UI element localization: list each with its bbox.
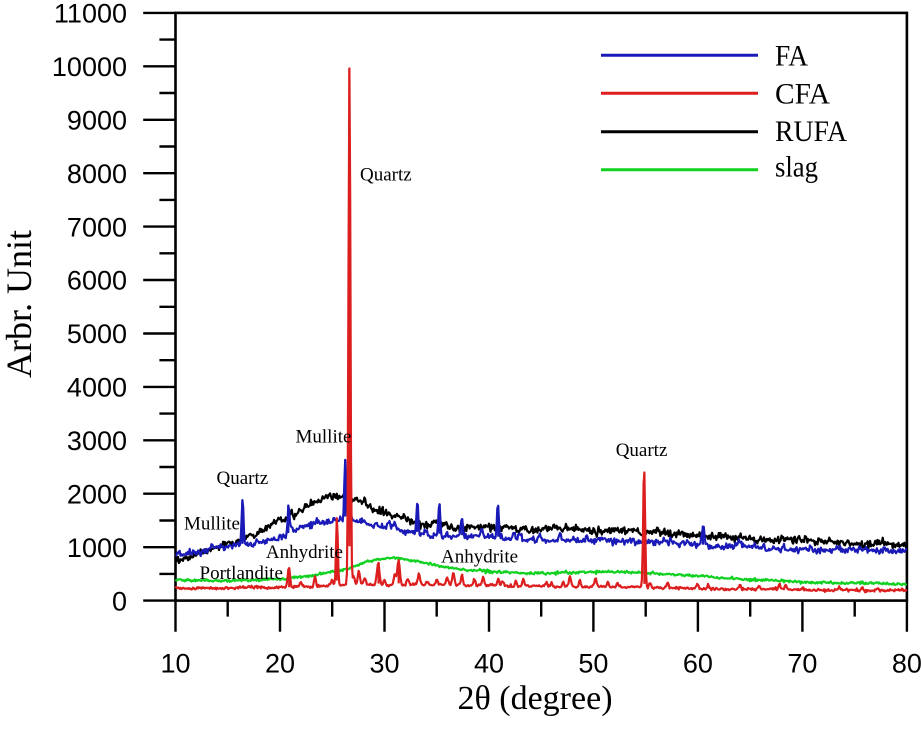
svg-text:40: 40 <box>474 649 504 679</box>
svg-text:Mullite: Mullite <box>184 514 240 535</box>
svg-text:50: 50 <box>578 649 608 679</box>
svg-text:2θ (degree): 2θ (degree) <box>457 680 612 717</box>
svg-text:Quartz: Quartz <box>217 468 269 489</box>
svg-text:Arbr. Unit: Arbr. Unit <box>0 230 39 378</box>
svg-text:0: 0 <box>112 586 127 616</box>
svg-text:FA: FA <box>775 40 808 73</box>
svg-text:6000: 6000 <box>67 266 127 296</box>
svg-text:Quartz: Quartz <box>616 440 668 461</box>
svg-text:10000: 10000 <box>52 52 127 82</box>
svg-text:8000: 8000 <box>67 159 127 189</box>
svg-text:RUFA: RUFA <box>775 115 847 148</box>
svg-text:slag: slag <box>775 151 818 184</box>
svg-text:Mullite: Mullite <box>296 427 352 448</box>
svg-text:3000: 3000 <box>67 426 127 456</box>
svg-text:CFA: CFA <box>775 78 830 111</box>
svg-text:20: 20 <box>265 649 295 679</box>
svg-text:Portlandite: Portlandite <box>200 563 283 584</box>
svg-text:7000: 7000 <box>67 212 127 242</box>
svg-text:70: 70 <box>787 649 817 679</box>
svg-text:30: 30 <box>369 649 399 679</box>
svg-text:Anhydrite: Anhydrite <box>266 542 343 563</box>
svg-text:Anhydrite: Anhydrite <box>441 547 518 568</box>
svg-text:5000: 5000 <box>67 319 127 349</box>
svg-text:4000: 4000 <box>67 373 127 403</box>
svg-text:9000: 9000 <box>67 106 127 136</box>
svg-text:11000: 11000 <box>54 0 127 29</box>
svg-text:2000: 2000 <box>67 479 127 509</box>
svg-text:80: 80 <box>892 649 921 679</box>
svg-text:1000: 1000 <box>67 533 127 563</box>
svg-text:10: 10 <box>160 649 190 679</box>
svg-text:60: 60 <box>683 649 713 679</box>
svg-text:Quartz: Quartz <box>360 165 412 186</box>
